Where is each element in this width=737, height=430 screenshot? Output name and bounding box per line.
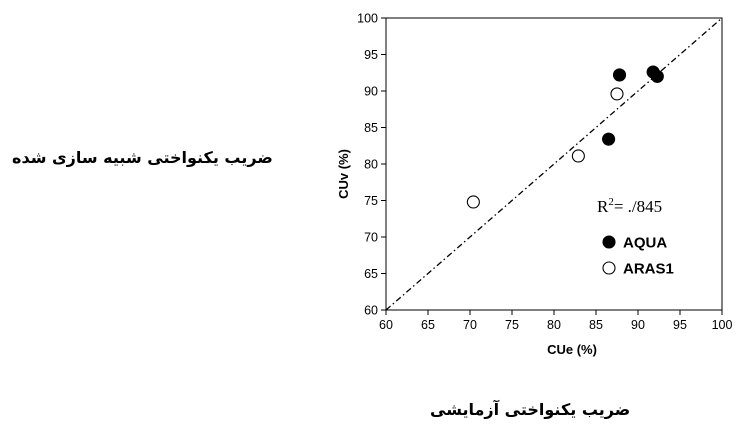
legend-marker (602, 261, 616, 275)
aqua-point (612, 68, 627, 82)
y-tick-label: 70 (364, 231, 378, 245)
y-tick-label: 85 (364, 121, 378, 135)
r-squared-value: = ./845 (614, 197, 662, 216)
annotation-group: R2= ./845 (597, 196, 662, 216)
y-tick-label: 100 (357, 12, 378, 26)
y-tick-label: 90 (364, 85, 378, 99)
x-tick-label: 100 (712, 318, 733, 332)
legend-label: ARAS1 (623, 261, 674, 278)
x-tick-label: 85 (589, 318, 603, 332)
x-tick-label: 95 (673, 318, 687, 332)
aras1-point (466, 195, 480, 209)
x-tick-label: 75 (505, 318, 519, 332)
y-tick-label: 60 (364, 304, 378, 318)
data-points-group (466, 65, 664, 209)
legend-label: AQUA (623, 235, 667, 252)
y-tick-group: 60 65 70 75 80 85 90 95 100 (357, 12, 386, 318)
y-tick-label: 95 (364, 48, 378, 62)
legend: AQUA ARAS1 (602, 235, 674, 278)
aqua-point (602, 132, 616, 146)
y-tick-label: 75 (364, 194, 378, 208)
r-squared-superscript: 2 (608, 196, 614, 208)
aras1-point (610, 87, 624, 101)
x-tick-label: 80 (547, 318, 561, 332)
x-tick-label: 70 (463, 318, 477, 332)
x-tick-label: 90 (631, 318, 645, 332)
aqua-point (650, 69, 664, 83)
y-tick-label: 65 (364, 267, 378, 281)
x-tick-label: 60 (379, 318, 393, 332)
legend-marker (602, 235, 616, 249)
axis-labels-group: CUe (%) CUv (%) (336, 149, 597, 357)
r-squared-annotation: R2= ./845 (597, 196, 662, 216)
x-tick-group: 60 65 70 75 80 85 90 95 100 (379, 310, 732, 332)
y-axis-label: CUv (%) (336, 149, 351, 199)
persian-y-axis-title: ضریب یکنواختی شبیه سازی شده (12, 148, 273, 167)
persian-x-axis-title: ضریب یکنواختی آزمایشی (430, 400, 631, 419)
x-tick-label: 65 (421, 318, 435, 332)
aras1-point (571, 149, 585, 163)
r-squared-prefix: R (597, 197, 609, 216)
y-tick-label: 80 (364, 158, 378, 172)
x-axis-label: CUe (%) (547, 342, 597, 357)
